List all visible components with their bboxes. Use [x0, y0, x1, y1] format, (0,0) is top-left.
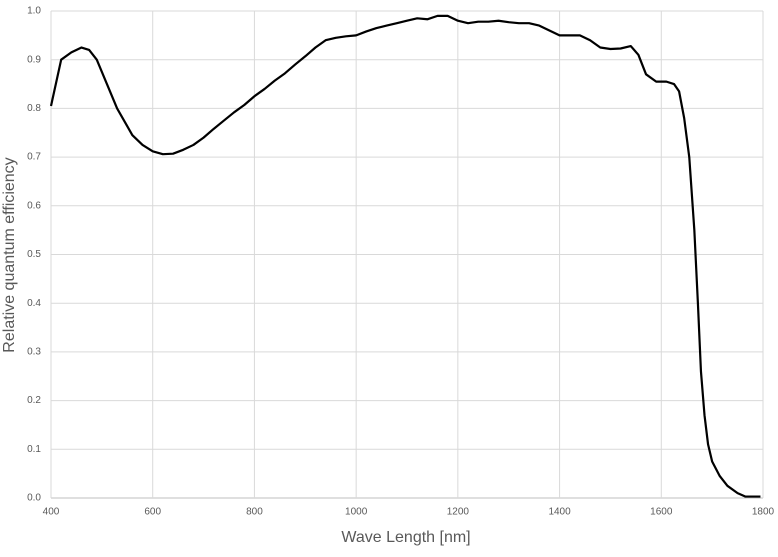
x-tick-label: 400 — [43, 507, 60, 518]
data-line — [49, 14, 761, 498]
x-tick-label: 1000 — [345, 507, 368, 518]
x-tick-label: 1600 — [650, 507, 673, 518]
y-tick-label: 0.4 — [27, 298, 41, 309]
y-tick-label: 0.1 — [27, 444, 41, 455]
y-tick-label: 1.0 — [27, 6, 41, 17]
y-tick-label: 0.2 — [27, 395, 41, 406]
y-axis-label: Relative quantum efficiency — [1, 157, 18, 352]
y-tick-label: 0.9 — [27, 54, 41, 65]
y-tick-label: 0.5 — [27, 249, 41, 260]
y-tick-label: 0.6 — [27, 200, 41, 211]
y-tick-label: 0.3 — [27, 347, 41, 358]
x-tick-label: 1200 — [447, 507, 470, 518]
x-axis-label: Wave Length [nm] — [341, 529, 470, 546]
y-tick-label: 0.8 — [27, 103, 41, 114]
x-tick-label: 600 — [144, 507, 161, 518]
x-tick-label: 1800 — [752, 507, 775, 518]
y-tick-label: 0.0 — [27, 493, 41, 504]
x-tick-label: 1400 — [548, 507, 571, 518]
y-tick-label: 0.7 — [27, 152, 41, 163]
x-tick-label: 800 — [246, 507, 263, 518]
